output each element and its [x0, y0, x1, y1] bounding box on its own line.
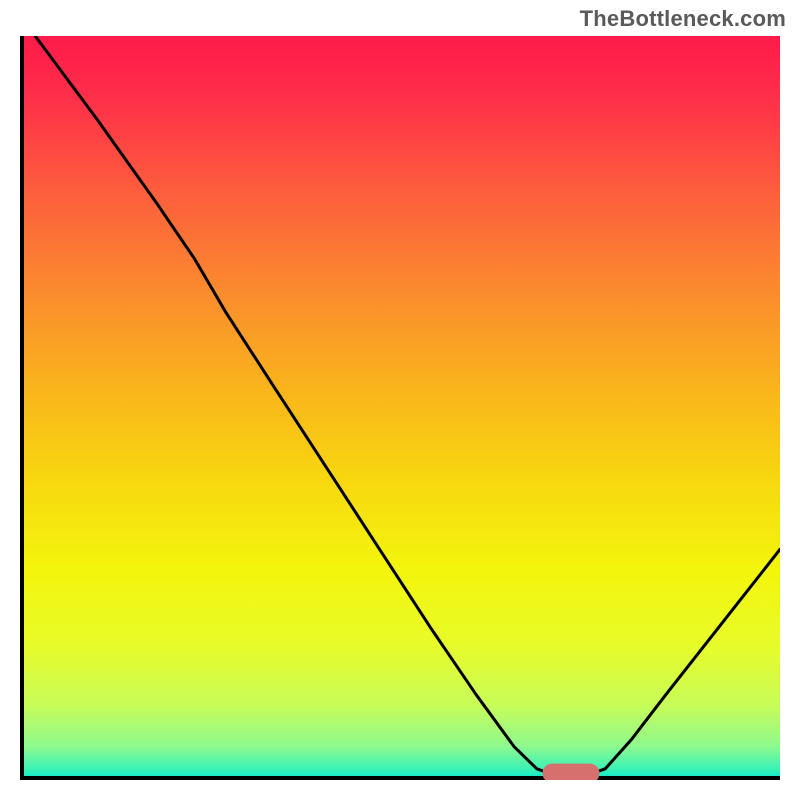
watermark-text: TheBottleneck.com [580, 6, 786, 32]
optimal-marker [543, 764, 600, 780]
chart-background [20, 36, 780, 780]
chart-plot-area [20, 36, 780, 780]
chart-svg [20, 36, 780, 780]
